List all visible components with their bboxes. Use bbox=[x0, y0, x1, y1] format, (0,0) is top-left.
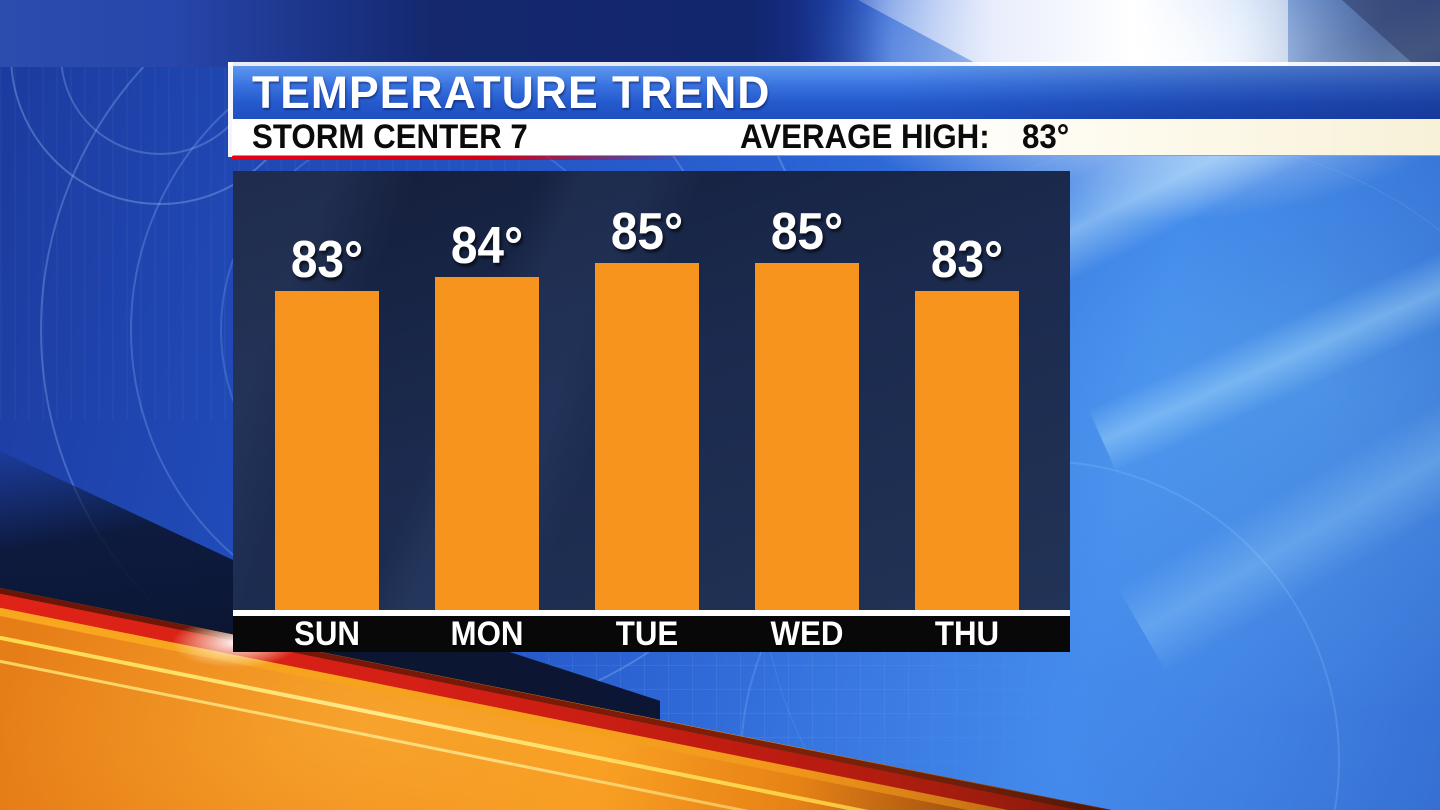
station-name: STORM CENTER 7 bbox=[252, 118, 528, 156]
temperature-bar bbox=[755, 263, 859, 610]
day-label: TUE bbox=[615, 615, 679, 653]
day-label: SUN bbox=[293, 615, 361, 653]
axis-line bbox=[233, 610, 1070, 616]
bar-value-label: 84° bbox=[450, 217, 524, 275]
day-label: WED bbox=[770, 615, 844, 653]
bar-value-label: 85° bbox=[610, 203, 684, 261]
average-high-value: 83° bbox=[1021, 118, 1070, 156]
temperature-bar bbox=[275, 291, 379, 610]
day-label: MON bbox=[450, 615, 524, 653]
temperature-bar bbox=[435, 277, 539, 610]
day-axis: SUN MON TUE WED THU bbox=[233, 615, 1070, 653]
average-high-label: AVERAGE HIGH: bbox=[740, 118, 990, 156]
subtitle-bar: STORM CENTER 7 AVERAGE HIGH: 83° bbox=[232, 119, 1440, 156]
banner-top-edge bbox=[228, 62, 1440, 66]
day-label: THU bbox=[934, 615, 1000, 653]
banner-left-edge bbox=[228, 62, 233, 157]
bar-value-label: 83° bbox=[930, 231, 1004, 289]
title-banner: TEMPERATURE TREND bbox=[232, 66, 1440, 119]
chart-panel: 83° 84° 85° 85° 83° SUN MON TUE WED THU bbox=[233, 171, 1070, 653]
bar-value-label: 85° bbox=[770, 203, 844, 261]
page-title: TEMPERATURE TREND bbox=[252, 67, 771, 118]
average-high: AVERAGE HIGH: 83° bbox=[740, 119, 1073, 162]
bar-value-label: 83° bbox=[290, 231, 364, 289]
temperature-bar bbox=[915, 291, 1019, 610]
temperature-bar bbox=[595, 263, 699, 610]
red-accent-line bbox=[232, 156, 692, 160]
